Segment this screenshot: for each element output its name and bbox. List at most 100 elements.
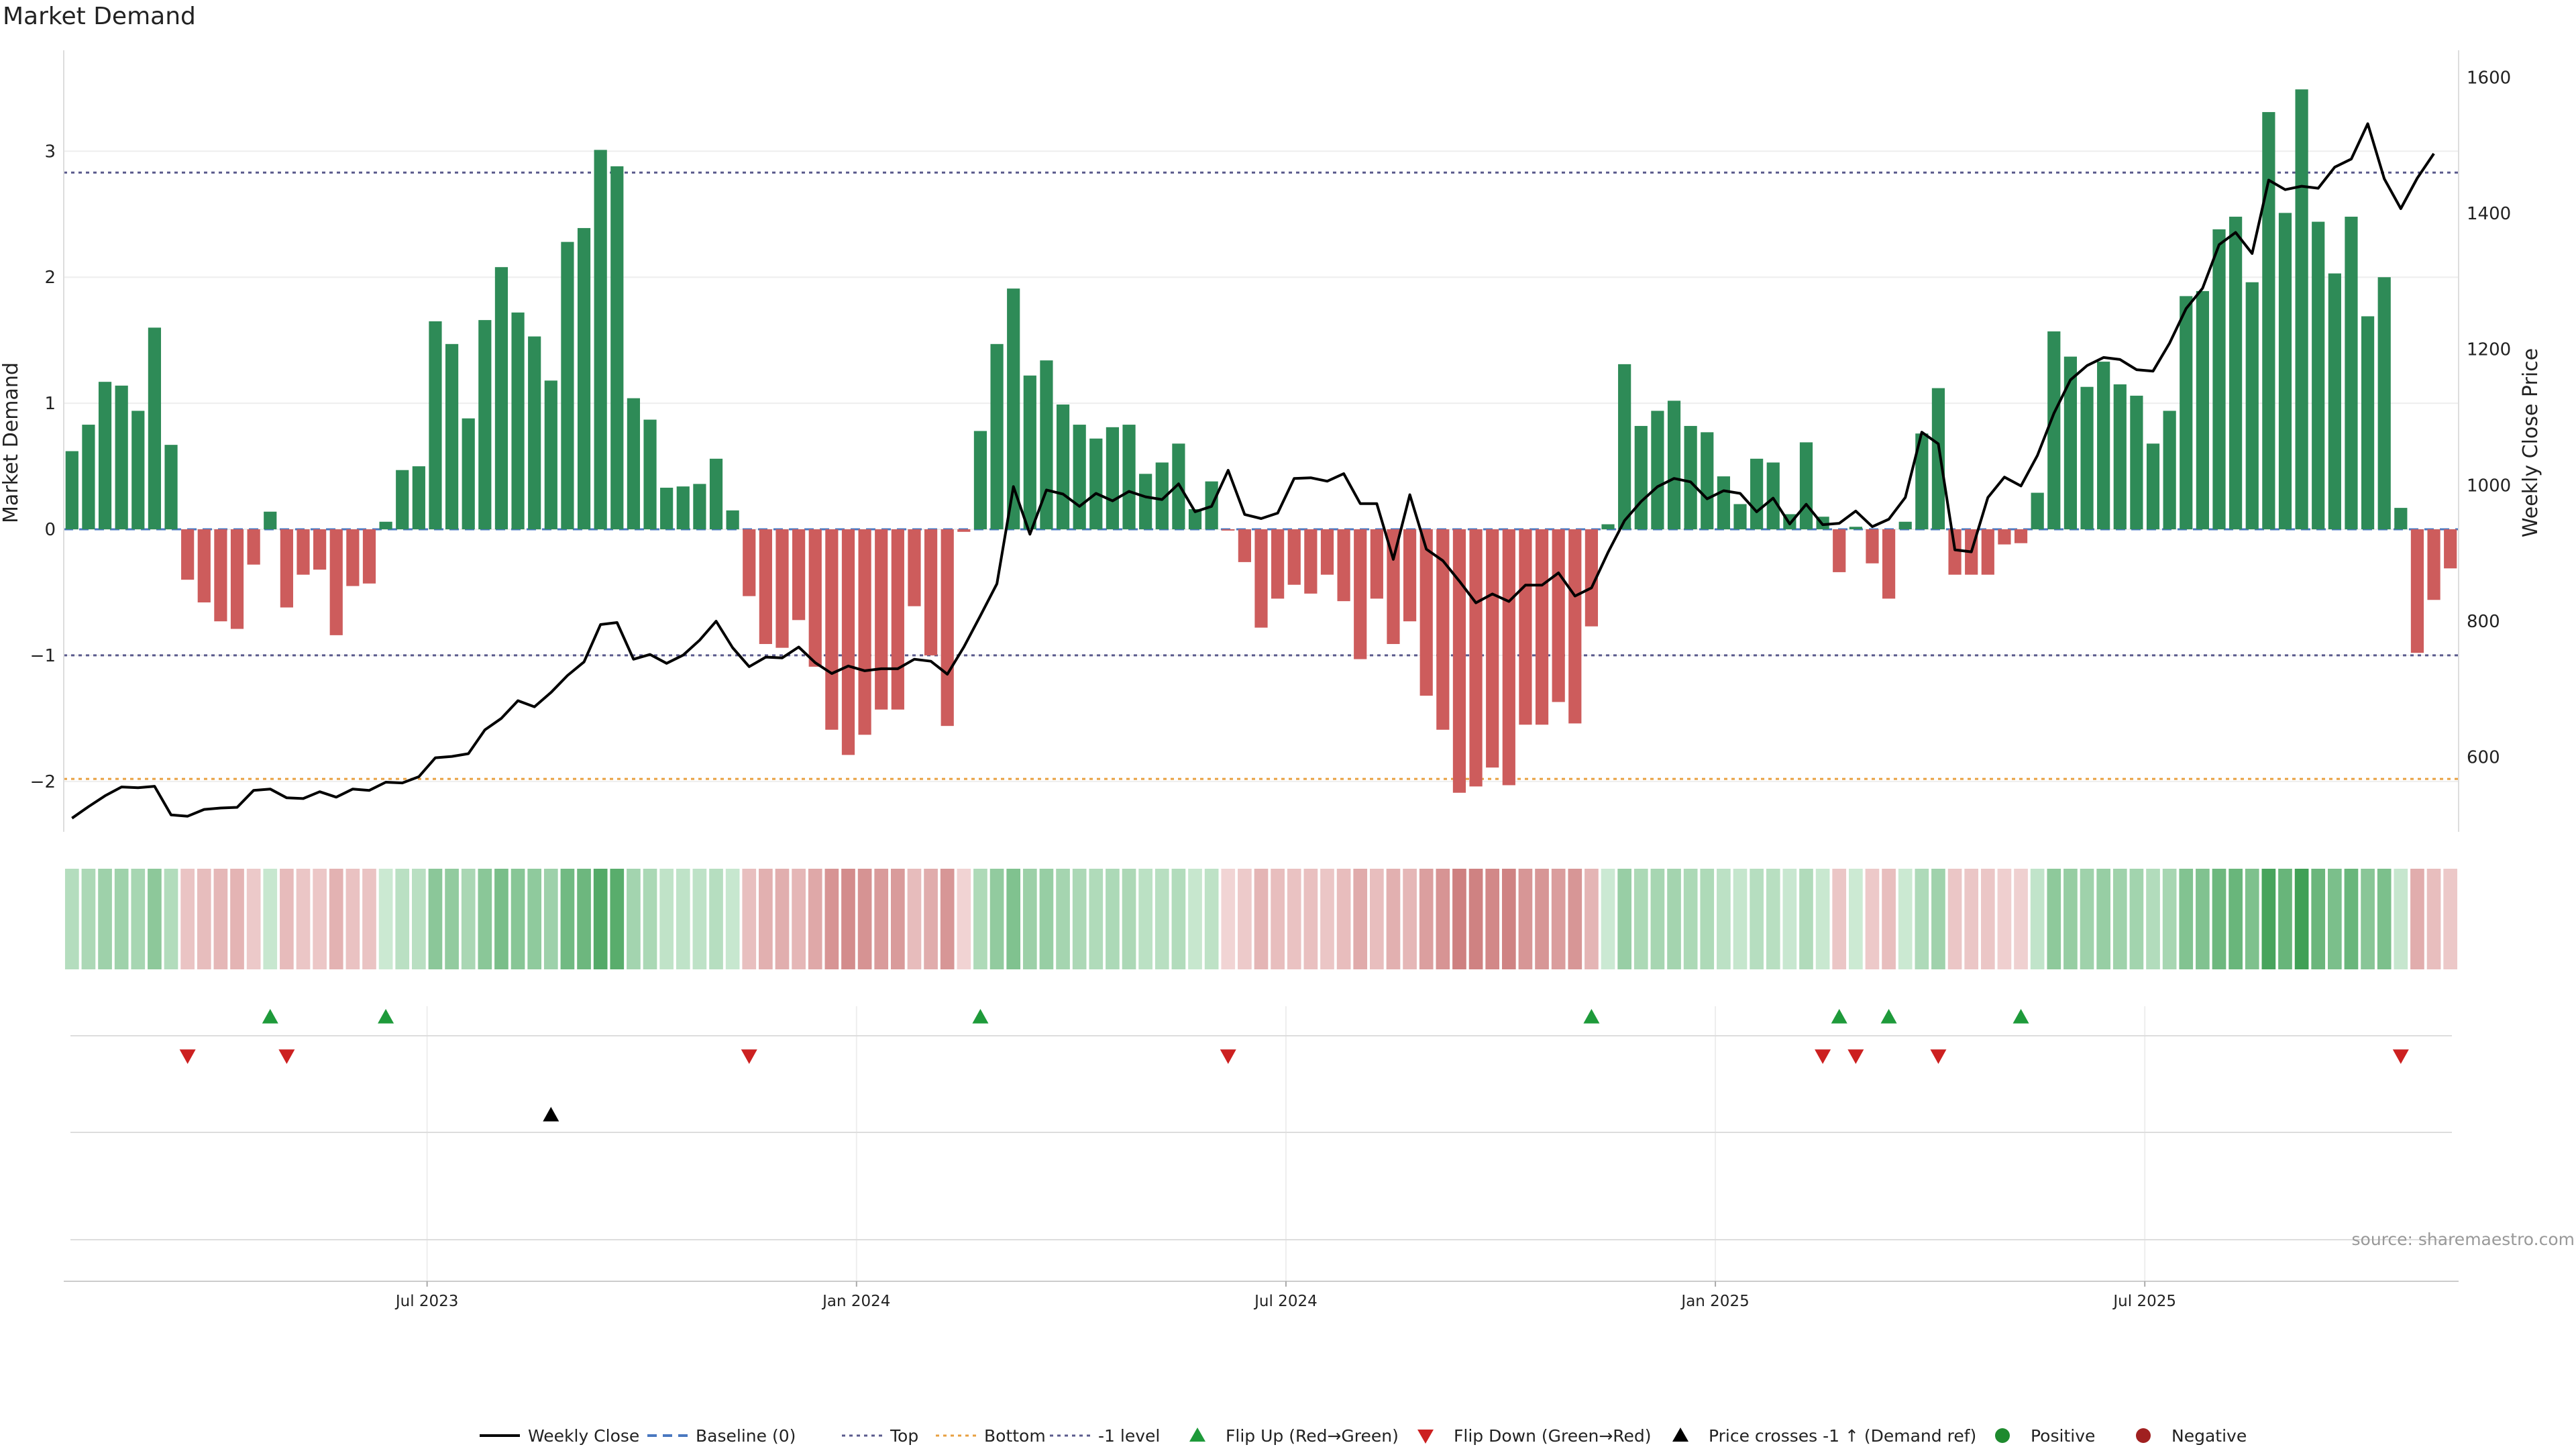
- demand-bar: [346, 529, 360, 586]
- legend-label: Weekly Close: [528, 1426, 639, 1446]
- heat-cell: [957, 869, 971, 969]
- demand-bar: [676, 486, 690, 530]
- demand-bar: [396, 470, 409, 530]
- demand-bar: [2394, 508, 2408, 530]
- heat-cell: [1733, 869, 1748, 969]
- flip-up-marker: [2012, 1009, 2029, 1024]
- heat-cell: [627, 869, 641, 969]
- heat-cell: [891, 869, 905, 969]
- demand-bar: [1023, 375, 1036, 530]
- legend-swatch: [1672, 1428, 1688, 1442]
- y-tick-label: −1: [30, 646, 56, 666]
- demand-bar: [1981, 529, 1994, 575]
- y-tick-label: 1: [44, 394, 56, 414]
- heat-cell: [2179, 869, 2194, 969]
- demand-bar: [941, 529, 954, 727]
- weekly-close-line: [71, 122, 2435, 820]
- heat-cell: [1386, 869, 1401, 969]
- flip-up-marker: [1880, 1009, 1897, 1024]
- demand-bar: [379, 521, 392, 530]
- demand-bar: [577, 227, 591, 530]
- heat-cell: [742, 869, 757, 969]
- heat-cell: [527, 869, 542, 969]
- heat-cell: [1238, 869, 1252, 969]
- heat-cell: [725, 869, 740, 969]
- heat-cell: [246, 869, 261, 969]
- heat-cell: [1006, 869, 1021, 969]
- demand-bar: [1089, 438, 1103, 530]
- demand-bar: [2097, 362, 2110, 530]
- demand-bar: [1254, 529, 1268, 628]
- demand-bar: [2080, 386, 2094, 530]
- legend-label: Positive: [2031, 1426, 2095, 1446]
- demand-bar: [1287, 529, 1301, 585]
- heat-cell: [428, 869, 443, 969]
- demand-bar: [313, 529, 327, 570]
- demand-bar: [1502, 529, 1515, 786]
- legend-item: Weekly Close: [480, 1426, 639, 1446]
- heat-cell: [148, 869, 162, 969]
- demand-bar: [1799, 442, 1813, 530]
- demand-bar: [2245, 282, 2259, 530]
- legend-item: Top: [842, 1426, 918, 1446]
- demand-bar: [2345, 217, 2358, 530]
- heat-cell: [643, 869, 657, 969]
- demand-bar: [1898, 521, 1912, 530]
- heat-cell: [1568, 869, 1582, 969]
- demand-bar: [1519, 529, 1532, 725]
- legend-swatch: [1417, 1430, 1434, 1444]
- demand-bar: [297, 529, 310, 575]
- heat-cell: [709, 869, 723, 969]
- demand-bar: [973, 431, 987, 530]
- demand-bar: [2377, 277, 2391, 530]
- heat-cell: [1667, 869, 1681, 969]
- legend-swatch: [1189, 1428, 1205, 1442]
- demand-bar: [1122, 425, 1136, 530]
- demand-bar: [2146, 443, 2160, 530]
- flip-down-marker: [2392, 1049, 2409, 1064]
- flip-up-marker: [1583, 1009, 1600, 1024]
- demand-bar: [841, 529, 855, 755]
- heat-cell: [1750, 869, 1764, 969]
- y2-axis-label: Weekly Close Price: [2519, 348, 2542, 537]
- demand-bar: [1271, 529, 1285, 599]
- heat-cell: [1370, 869, 1384, 969]
- legend-label: Price crosses -1 ↑ (Demand ref): [1709, 1426, 1976, 1446]
- heat-cell: [792, 869, 806, 969]
- legend-swatch: [1995, 1428, 2010, 1443]
- legend-label: Baseline (0): [696, 1426, 796, 1446]
- demand-bar: [1403, 529, 1417, 622]
- legend-item: Negative: [2136, 1426, 2247, 1446]
- heat-cell: [329, 869, 343, 969]
- flip-down-marker: [741, 1049, 757, 1064]
- heat-cell: [412, 869, 426, 969]
- demand-bar: [825, 529, 839, 730]
- heat-cell: [197, 869, 211, 969]
- heat-cell: [874, 869, 889, 969]
- heat-cell: [2063, 869, 2078, 969]
- heat-cell: [1056, 869, 1070, 969]
- legend-label: Bottom: [984, 1426, 1046, 1446]
- flip-up-marker: [378, 1009, 394, 1024]
- heat-cell: [98, 869, 112, 969]
- heat-cell: [1650, 869, 1665, 969]
- heat-cell: [1271, 869, 1285, 969]
- demand-bar: [1387, 529, 1400, 645]
- demand-bar: [875, 529, 888, 710]
- heat-cell: [1204, 869, 1219, 969]
- heat-cell: [1601, 869, 1615, 969]
- heat-cell: [2294, 869, 2309, 969]
- heat-cell: [1717, 869, 1731, 969]
- heat-cell: [2112, 869, 2127, 969]
- heat-cell: [1419, 869, 1434, 969]
- demand-bar: [610, 166, 624, 530]
- demand-bar: [643, 419, 657, 530]
- demand-bar: [2063, 356, 2078, 530]
- heat-cell: [313, 869, 327, 969]
- heat-cell: [1551, 869, 1566, 969]
- heat-cell: [1171, 869, 1186, 969]
- heat-cell: [280, 869, 294, 969]
- demand-bar: [709, 458, 723, 530]
- heat-cell: [1832, 869, 1847, 969]
